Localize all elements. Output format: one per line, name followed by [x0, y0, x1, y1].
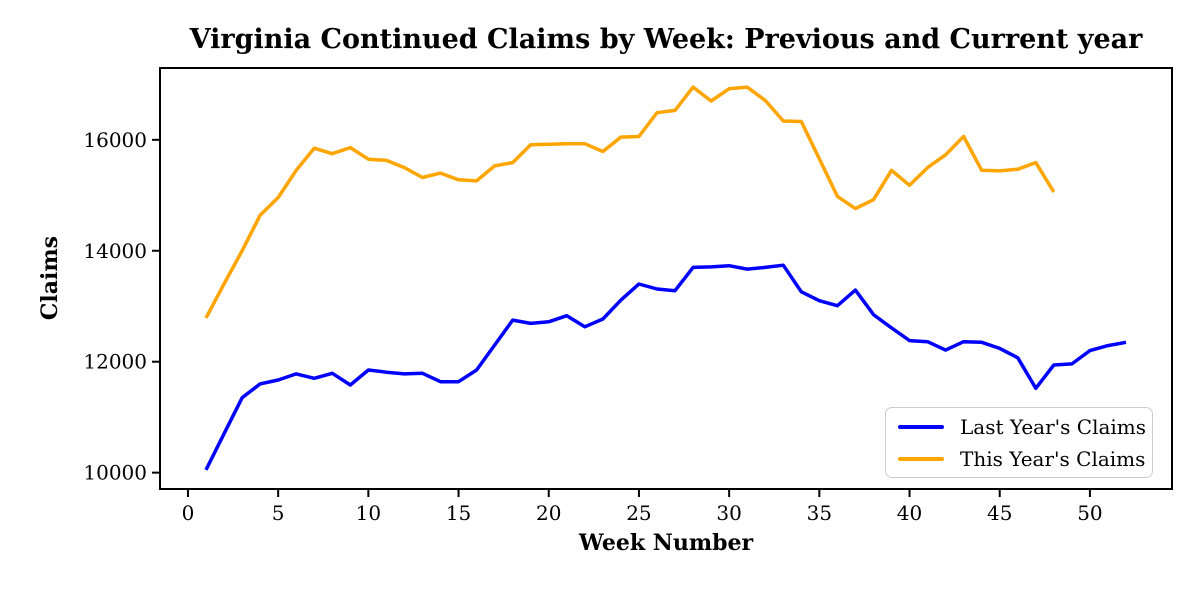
x-tick-label: 25 [626, 501, 651, 525]
legend: Last Year's Claims This Year's Claims [885, 407, 1153, 478]
data-line-this-year [204, 85, 1056, 319]
x-tick-label: 0 [182, 501, 195, 525]
x-axis-label: Week Number [578, 530, 754, 556]
legend-label-last-year: Last Year's Claims [960, 414, 1147, 439]
x-tick-label: 50 [1077, 501, 1102, 525]
y-tick-label: 14000 [83, 239, 147, 263]
legend-swatch-this-year [898, 456, 944, 461]
legend-entry-this-year: This Year's Claims [896, 445, 1146, 473]
series-lines [204, 85, 1127, 471]
y-tick-label: 10000 [83, 461, 147, 485]
x-tick-label: 10 [356, 501, 381, 525]
legend-entry-last-year: Last Year's Claims [896, 413, 1146, 441]
x-tick-label: 45 [987, 501, 1012, 525]
x-tick-label: 20 [536, 501, 561, 525]
x-tick-label: 15 [446, 501, 471, 525]
y-tick-label: 12000 [83, 350, 147, 374]
y-tick-label: 16000 [83, 128, 147, 152]
x-tick-label: 40 [897, 501, 922, 525]
x-tick-label: 35 [807, 501, 832, 525]
x-tick-label: 30 [716, 501, 741, 525]
x-tick-label: 5 [272, 501, 285, 525]
y-axis-label: Claims [37, 236, 63, 320]
chart-title: Virginia Continued Claims by Week: Previ… [189, 24, 1144, 55]
legend-swatch-last-year [898, 424, 944, 429]
legend-label-this-year: This Year's Claims [960, 446, 1146, 471]
x-axis-ticks: 0 5 10 15 20 25 30 35 40 45 50 [182, 489, 1103, 525]
y-axis-ticks: 10000 12000 14000 16000 [83, 128, 160, 485]
data-line-last-year [204, 263, 1127, 471]
